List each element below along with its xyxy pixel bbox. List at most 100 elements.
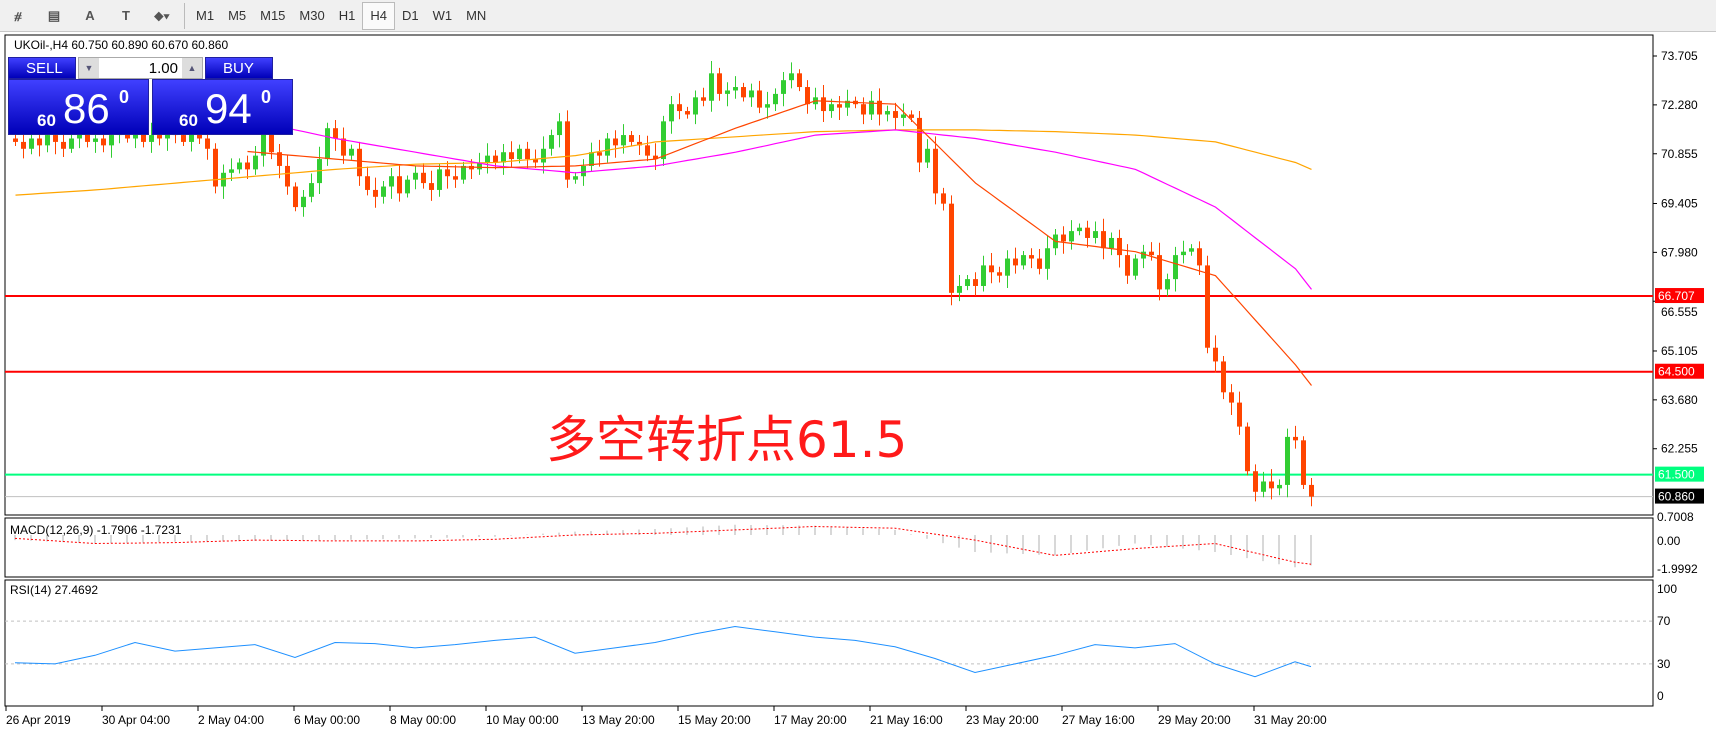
candle xyxy=(1117,229,1122,268)
sell-tab[interactable]: SELL xyxy=(8,57,76,79)
candle-body xyxy=(1261,481,1266,492)
candle xyxy=(293,182,298,212)
buy-button[interactable]: 60 94 0 xyxy=(152,79,293,135)
candle xyxy=(1301,436,1306,490)
candle-body xyxy=(461,165,466,180)
chart-area[interactable]: 73.705 72.280 70.855 69.405 67.980 66.555 65.1… xyxy=(0,32,1716,730)
buy-price-fraction: 0 xyxy=(261,87,272,107)
candle-body xyxy=(797,73,802,88)
candle-body xyxy=(1221,361,1226,393)
sell-label: SELL xyxy=(26,60,63,77)
candle xyxy=(1157,242,1162,301)
candle xyxy=(1181,240,1186,264)
timeframe-m30[interactable]: M30 xyxy=(299,8,325,23)
candle-body xyxy=(109,135,114,146)
candle-body xyxy=(1117,237,1122,256)
candle-body xyxy=(533,159,538,163)
buy-label: BUY xyxy=(223,60,254,77)
candle xyxy=(1269,469,1274,500)
timeframe-m5[interactable]: M5 xyxy=(228,8,247,23)
candle xyxy=(1293,425,1298,449)
candle xyxy=(1173,246,1178,292)
candle-body xyxy=(93,138,98,142)
candle-body xyxy=(229,169,234,173)
candle xyxy=(1061,226,1066,254)
candle xyxy=(813,87,818,110)
candle-body xyxy=(1029,255,1034,259)
candle xyxy=(1021,250,1026,270)
candle xyxy=(413,165,418,190)
timeframe-h1[interactable]: H1 xyxy=(338,8,356,23)
candle xyxy=(725,82,730,107)
candle-body xyxy=(29,138,34,149)
candle-body xyxy=(597,152,602,156)
candle-body xyxy=(285,165,290,187)
candle xyxy=(805,80,810,114)
rsi-tick-label: 100 xyxy=(1657,582,1677,596)
timeframe-m15[interactable]: M15 xyxy=(260,8,286,23)
date-label: 17 May 20:00 xyxy=(774,713,847,727)
candle-body xyxy=(1285,436,1290,485)
candle xyxy=(237,158,242,174)
volume-input[interactable]: ▼ 1.00 ▲ xyxy=(78,57,203,79)
candle xyxy=(341,127,346,164)
candle xyxy=(869,91,874,120)
text-label-icon[interactable]: T xyxy=(122,8,130,23)
sell-price-main: 86 xyxy=(63,85,110,132)
timeframe-w1[interactable]: W1 xyxy=(432,8,453,23)
candle xyxy=(765,91,770,119)
timeframe-d1[interactable]: D1 xyxy=(401,8,419,23)
date-label: 31 May 20:00 xyxy=(1254,713,1327,727)
candle-body xyxy=(101,138,106,146)
candle xyxy=(733,76,738,99)
candle-body xyxy=(685,111,690,115)
candle-body xyxy=(445,169,450,177)
candle xyxy=(941,187,946,211)
candle-body xyxy=(261,131,266,156)
candle xyxy=(1309,478,1314,507)
sell-button[interactable]: 60 86 0 xyxy=(8,79,149,135)
timeframe-m1[interactable]: M1 xyxy=(196,8,215,23)
macd-signal-line xyxy=(14,525,1312,565)
candle-body xyxy=(773,93,778,105)
buy-tab[interactable]: BUY xyxy=(205,57,273,79)
candle xyxy=(621,124,626,154)
candle xyxy=(797,69,802,92)
volume-increase-button[interactable]: ▲ xyxy=(182,58,202,78)
candle-body xyxy=(733,87,738,91)
candle xyxy=(933,136,938,205)
candle-body xyxy=(693,97,698,115)
timeframe-mn[interactable]: MN xyxy=(466,8,487,23)
candle-body xyxy=(653,155,658,160)
candle-body xyxy=(1141,251,1146,259)
candle xyxy=(821,84,826,123)
candle xyxy=(221,164,226,199)
text-icon[interactable]: A xyxy=(85,8,95,23)
candle xyxy=(525,141,530,169)
date-label: 10 May 00:00 xyxy=(486,713,559,727)
candle-body xyxy=(341,138,346,156)
timeframe-h4[interactable]: H4 xyxy=(362,1,395,30)
candle xyxy=(421,163,426,189)
level-label-bg xyxy=(1655,466,1704,482)
price-tick-label: 70.855 xyxy=(1661,147,1698,161)
candle xyxy=(1253,464,1258,502)
date-label: 30 Apr 04:00 xyxy=(102,713,170,727)
candle xyxy=(1077,223,1082,236)
candle-body xyxy=(389,176,394,187)
candle-body xyxy=(725,90,730,94)
candle xyxy=(389,167,394,199)
candle xyxy=(397,165,402,202)
candle xyxy=(285,154,290,195)
fibonacci-expansion-icon[interactable]: ⧣ xyxy=(14,7,22,23)
arrows-icon[interactable]: ⬥▾ xyxy=(154,7,170,23)
fibonacci-fan-icon[interactable]: ▤ xyxy=(47,7,61,23)
candle xyxy=(309,173,314,203)
candle xyxy=(61,130,66,158)
candle-body xyxy=(805,87,810,105)
candle xyxy=(541,136,546,174)
candle-body xyxy=(277,152,282,166)
volume-decrease-button[interactable]: ▼ xyxy=(79,58,99,78)
candle-body xyxy=(1245,426,1250,472)
toolbar: ⧣ ▤ A T ⬥▾ M1 M5 M15 M30 H1 H4 D1 W1 MN xyxy=(0,0,1716,32)
